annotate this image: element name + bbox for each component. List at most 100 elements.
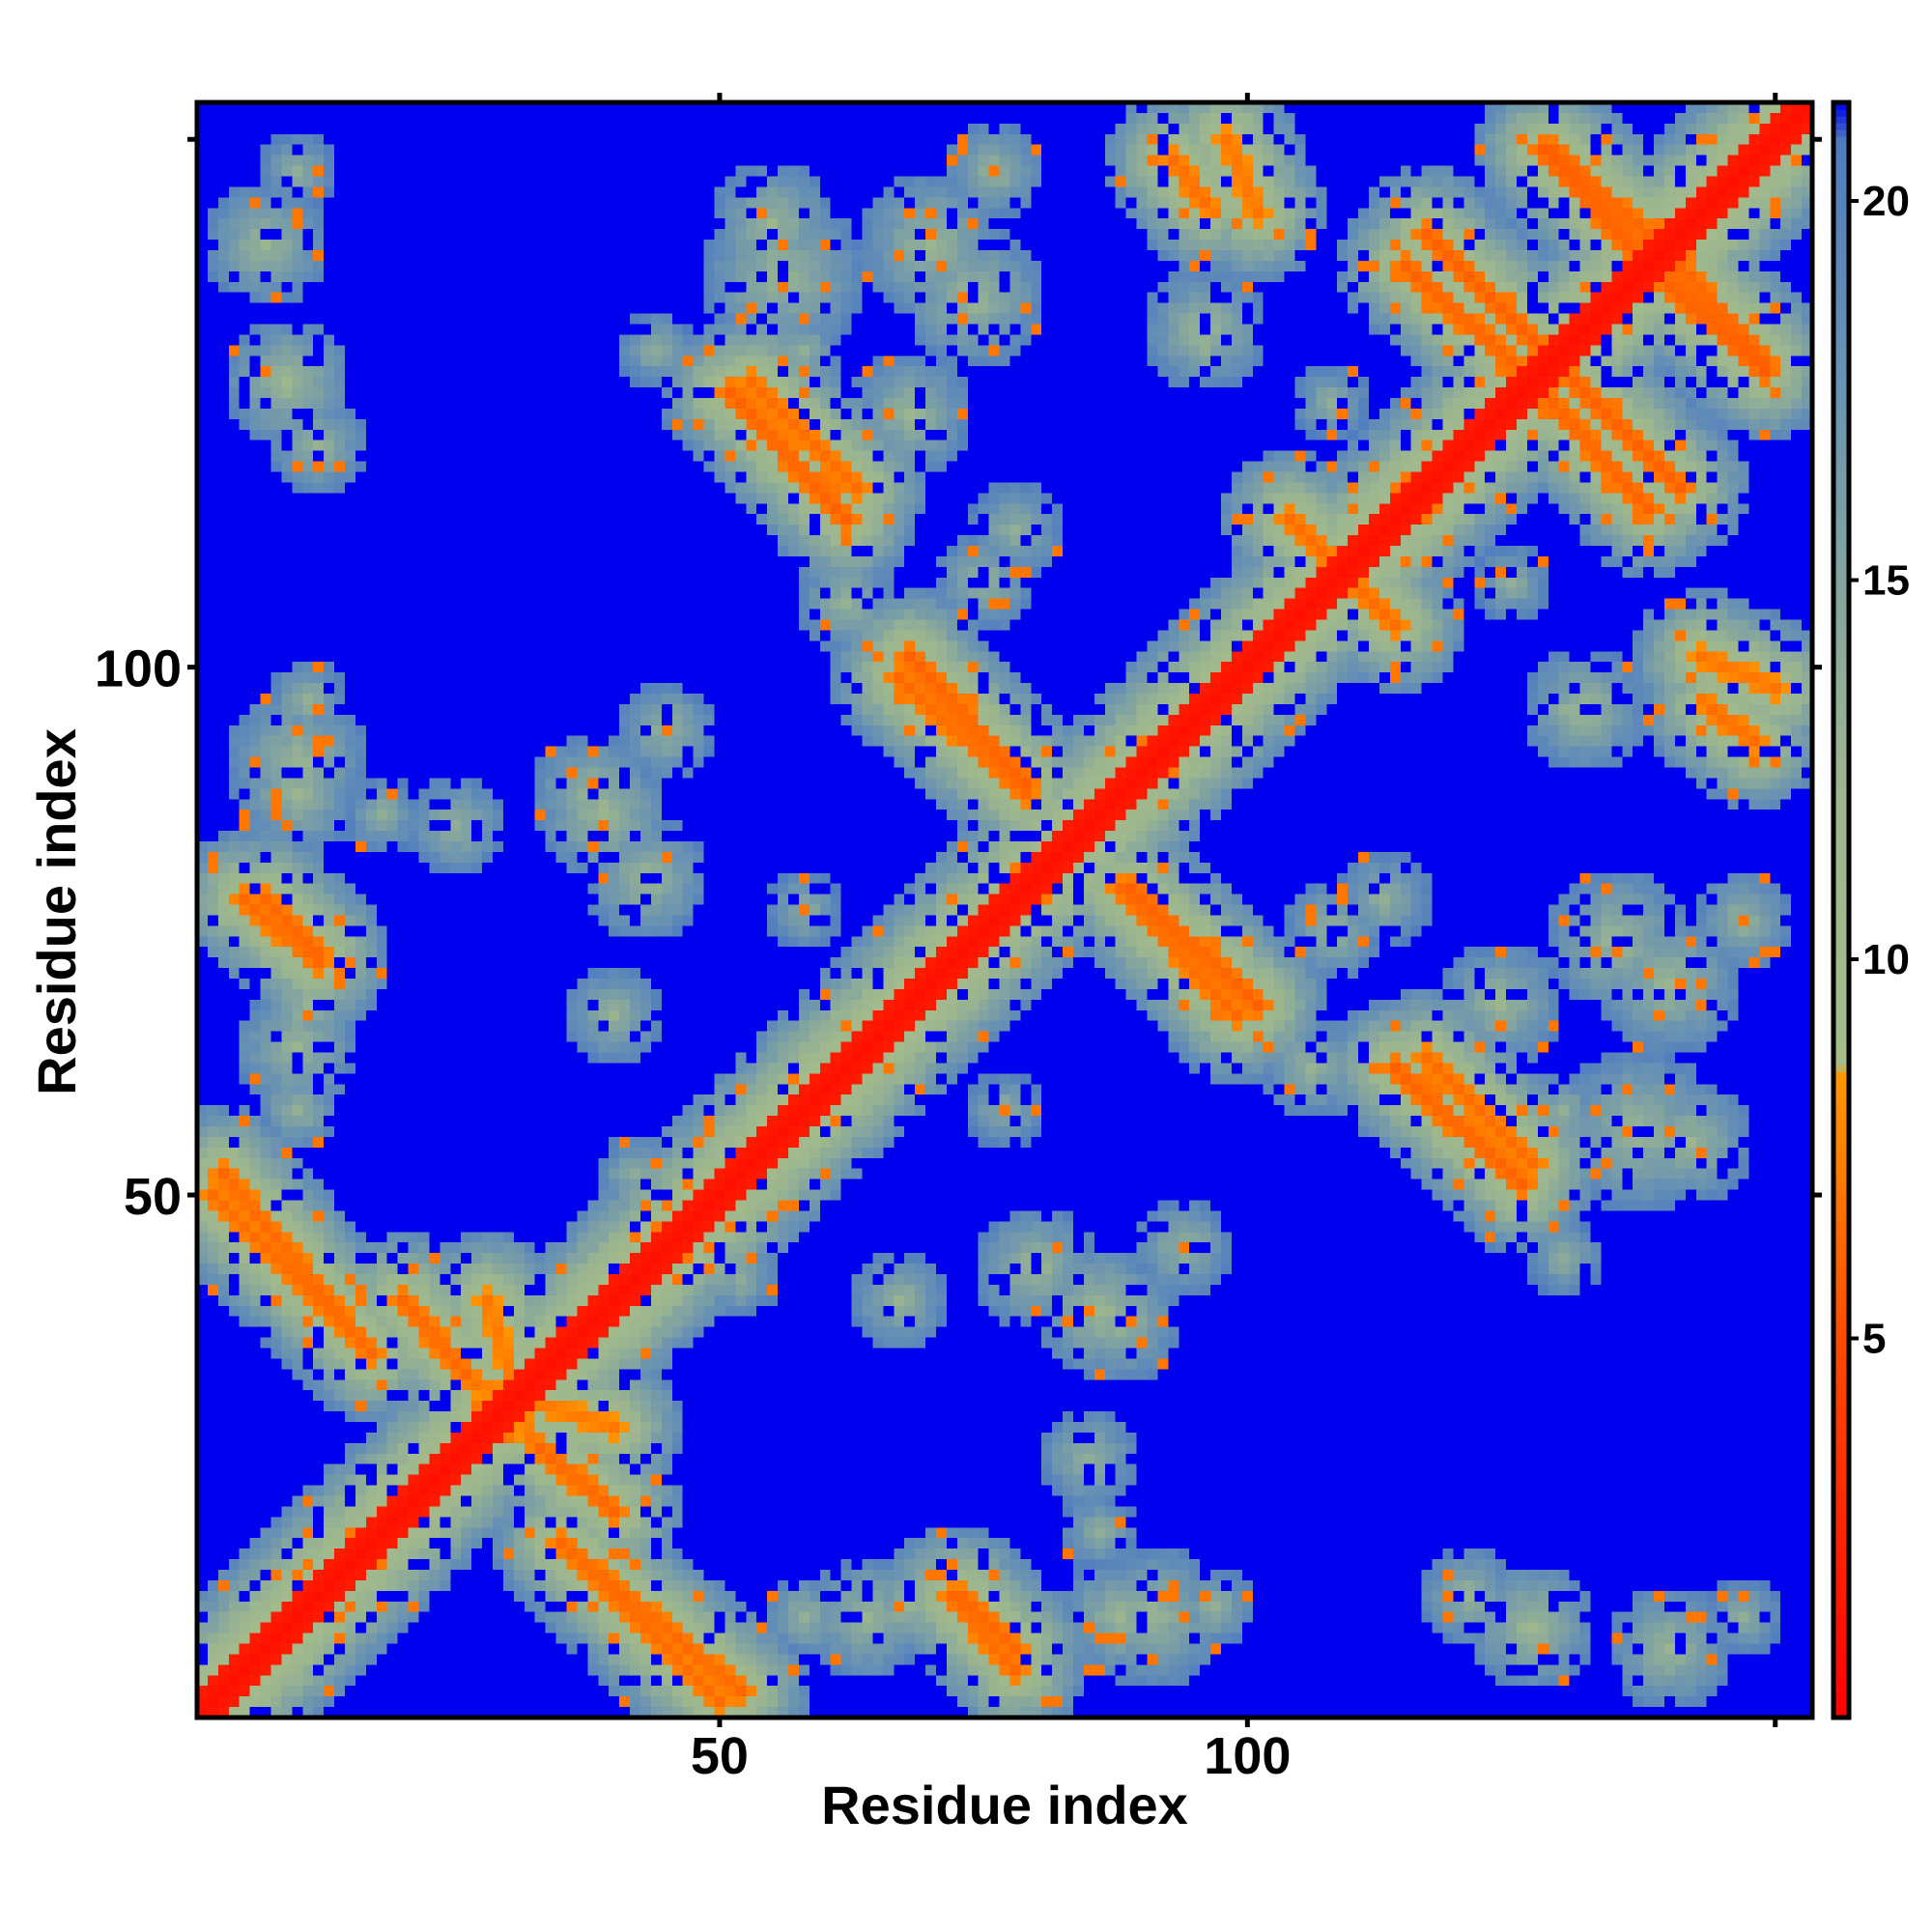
colorbar-segment <box>1833 493 1849 500</box>
colorbar-segment <box>1833 223 1849 232</box>
heatmap-cells <box>197 102 1812 1718</box>
colorbar-segment <box>1833 115 1849 124</box>
colorbar-segment <box>1833 162 1849 171</box>
colorbar-segment <box>1833 466 1849 473</box>
colorbar-segment <box>1833 405 1849 413</box>
colorbar-segment <box>1833 768 1849 777</box>
colorbar-segment <box>1833 695 1849 702</box>
colorbar-segment <box>1833 156 1849 164</box>
colorbar-segment <box>1833 210 1849 218</box>
axis-ticks <box>187 93 1859 1727</box>
colorbar-segment <box>1833 539 1849 548</box>
colorbar-segment <box>1833 734 1849 743</box>
colorbar-segment <box>1833 317 1849 326</box>
colorbar-segment <box>1833 418 1849 427</box>
colorbar-segment <box>1833 856 1849 865</box>
colorbar-segment <box>1833 829 1849 838</box>
colorbar-segment <box>1833 1428 1849 1436</box>
colorbar-segment <box>1833 613 1849 622</box>
colorbar-segment <box>1833 970 1849 979</box>
colorbar-segment <box>1833 344 1849 353</box>
colorbar-segment <box>1833 506 1849 514</box>
colorbar-segment <box>1833 1663 1849 1672</box>
colorbar-segment <box>1833 1314 1849 1321</box>
colorbar-segment <box>1833 264 1849 271</box>
colorbar-segment <box>1833 230 1849 239</box>
colorbar-segment <box>1833 1192 1849 1201</box>
colorbar-segment <box>1833 176 1849 185</box>
colorbar-segment <box>1833 1098 1849 1106</box>
colorbar-segment <box>1833 775 1849 783</box>
colorbar-segment <box>1833 1521 1849 1530</box>
colorbar-segment <box>1833 983 1849 992</box>
colorbar-segment <box>1833 1360 1849 1369</box>
colorbar-segment <box>1833 1131 1849 1140</box>
y-axis-title: Residue index <box>26 728 87 1095</box>
colorbar-segment <box>1833 661 1849 668</box>
colorbar-segment <box>1833 1124 1849 1133</box>
colorbar-segment <box>1833 681 1849 689</box>
colorbar-segment <box>1833 1333 1849 1342</box>
colorbar-segment <box>1833 586 1849 595</box>
colorbar-segment <box>1833 412 1849 420</box>
colorbar-segment <box>1833 1300 1849 1308</box>
colorbar-segment <box>1833 1455 1849 1463</box>
colorbar-segment <box>1833 883 1849 891</box>
colorbar-segment <box>1833 701 1849 709</box>
colorbar-tick-label: 10 <box>1862 936 1910 983</box>
colorbar-segment <box>1833 284 1849 292</box>
colorbar-segment <box>1833 1185 1849 1194</box>
colorbar-segment <box>1833 1044 1849 1053</box>
colorbar-segment <box>1833 1165 1849 1174</box>
colorbar-segment <box>1833 936 1849 945</box>
colorbar-segment <box>1833 1010 1849 1019</box>
colorbar-segment <box>1833 863 1849 870</box>
colorbar-segment <box>1833 1636 1849 1645</box>
colorbar-tick-label: 15 <box>1862 557 1910 605</box>
colorbar-segment <box>1833 1212 1849 1221</box>
colorbar-segment <box>1833 559 1849 568</box>
colorbar-segment <box>1833 183 1849 191</box>
colorbar-segment <box>1833 1031 1849 1039</box>
colorbar-segment <box>1833 1609 1849 1618</box>
colorbar-segment <box>1833 257 1849 265</box>
colorbar-segment <box>1833 1603 1849 1611</box>
colorbar-segment <box>1833 1677 1849 1685</box>
colorbar-segment <box>1833 472 1849 480</box>
colorbar-segment <box>1833 371 1849 380</box>
colorbar-segment <box>1833 754 1849 763</box>
colorbar-segment <box>1833 1468 1849 1476</box>
colorbar-segment <box>1833 432 1849 440</box>
colorbar-segment <box>1833 640 1849 649</box>
colorbar-segment <box>1833 815 1849 824</box>
colorbar-segment <box>1833 1489 1849 1496</box>
colorbar-segment <box>1833 573 1849 582</box>
colorbar-segment <box>1833 600 1849 609</box>
colorbar-segment <box>1833 1387 1849 1396</box>
colorbar <box>1833 102 1849 1719</box>
colorbar-segment <box>1833 761 1849 770</box>
colorbar-segment <box>1833 956 1849 965</box>
colorbar-segment <box>1833 1542 1849 1550</box>
colorbar-segment <box>1833 1380 1849 1389</box>
colorbar-segment <box>1833 1078 1849 1086</box>
colorbar-segment <box>1833 1004 1849 1012</box>
colorbar-segment <box>1833 721 1849 729</box>
colorbar-segment <box>1833 990 1849 999</box>
colorbar-segment <box>1833 324 1849 332</box>
colorbar-segment <box>1833 1024 1849 1033</box>
colorbar-tick-label: 20 <box>1862 178 1910 225</box>
colorbar-segment <box>1833 1172 1849 1180</box>
colorbar-segment <box>1833 1253 1849 1262</box>
colorbar-segment <box>1833 519 1849 527</box>
colorbar-segment <box>1833 620 1849 629</box>
colorbar-segment <box>1833 532 1849 541</box>
colorbar-segment <box>1833 1065 1849 1072</box>
colorbar-segment <box>1833 1657 1849 1665</box>
colorbar-segment <box>1833 1293 1849 1301</box>
colorbar-segment <box>1833 1569 1849 1577</box>
colorbar-segment <box>1833 1017 1849 1026</box>
colorbar-segment <box>1833 668 1849 675</box>
colorbar-segment <box>1833 1582 1849 1591</box>
